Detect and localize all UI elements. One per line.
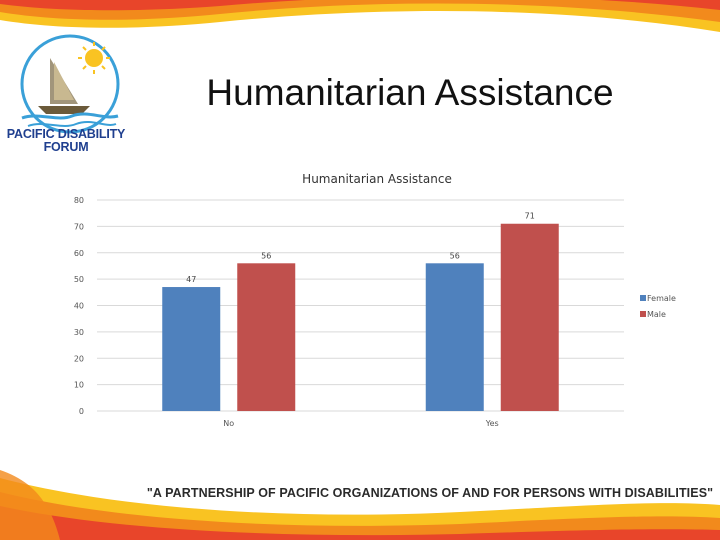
y-tick-label: 30 <box>74 328 84 337</box>
logo-text: PACIFIC DISABILITY FORUM <box>6 127 126 154</box>
legend-label-male: Male <box>647 310 666 319</box>
data-label: 47 <box>186 275 196 284</box>
y-tick-label: 80 <box>74 196 84 205</box>
data-label: 56 <box>450 251 460 260</box>
y-tick-label: 10 <box>74 381 84 390</box>
data-label: 71 <box>525 212 535 221</box>
y-tick-label: 50 <box>74 275 84 284</box>
bar-male-yes <box>500 223 559 411</box>
pacific-disability-forum-logo <box>20 34 120 134</box>
x-tick-label: No <box>223 419 234 428</box>
legend-swatch-male <box>640 311 646 317</box>
y-tick-label: 40 <box>74 302 84 311</box>
x-tick-label: Yes <box>485 419 499 428</box>
sun-icon <box>85 49 103 67</box>
top-swoosh-decoration <box>0 0 720 32</box>
footer-tagline: "A PARTNERSHIP OF PACIFIC ORGANIZATIONS … <box>146 486 714 500</box>
legend-label-female: Female <box>647 294 676 303</box>
y-tick-label: 0 <box>79 407 84 416</box>
y-tick-label: 20 <box>74 354 84 363</box>
bar-chart: Humanitarian Assistance 0 10 20 30 40 50 60 70 80… <box>74 172 676 428</box>
slide-title: Humanitarian Assistance <box>206 72 614 113</box>
y-tick-label: 60 <box>74 249 84 258</box>
data-label: 56 <box>261 251 271 260</box>
chart-title: Humanitarian Assistance <box>302 172 452 186</box>
bar-female-no <box>162 287 221 411</box>
y-tick-label: 70 <box>74 222 84 231</box>
bar-male-no <box>237 263 296 411</box>
legend-swatch-female <box>640 295 646 301</box>
bar-female-yes <box>425 263 484 411</box>
